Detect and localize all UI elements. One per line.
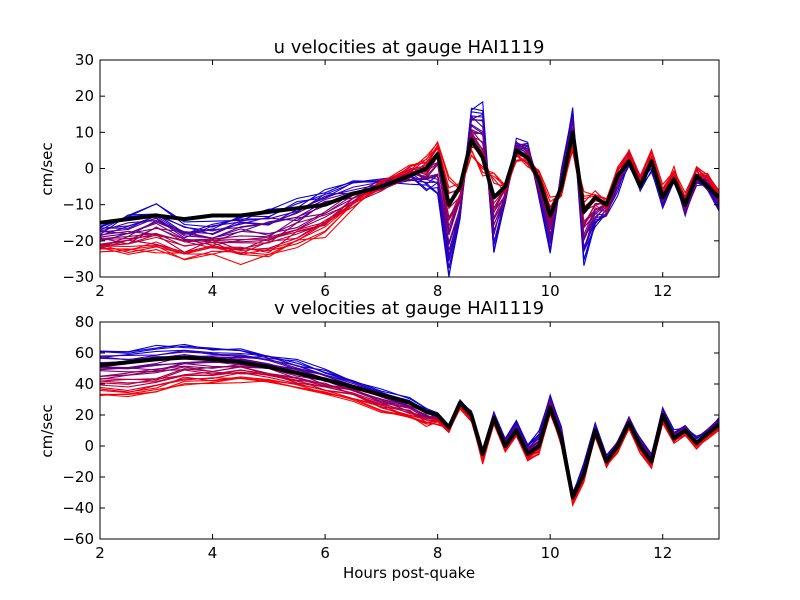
- x-tick-label: 10: [541, 282, 560, 300]
- v-ticks-layer: 2 4 6 8 10 12 −60 −40 −20 0 20 40 60 80: [62, 313, 720, 562]
- x-tick-label: 6: [320, 282, 330, 300]
- y-tick-label: 20: [75, 406, 94, 424]
- v-panel-title: v velocities at gauge HAI1119: [274, 298, 544, 319]
- y-tick-label: 30: [75, 51, 94, 69]
- u-ticks-layer: 2 4 6 8 10 12 −30 −20 −10 0 10 20 30: [62, 51, 720, 300]
- v-velocity-panel: v velocities at gauge HAI1119 2 4 6 8 10 12 −6…: [38, 298, 720, 582]
- ensemble-member-line: [100, 380, 719, 508]
- y-tick-label: 60: [75, 344, 94, 362]
- x-tick-label: 8: [433, 282, 443, 300]
- y-tick-label: −10: [62, 196, 94, 214]
- y-tick-label: 10: [75, 123, 94, 141]
- plot-border: [99, 59, 720, 278]
- v-series-layer: [100, 343, 719, 508]
- u-velocity-panel: u velocities at gauge HAI1119 2 4 6 8 10 12 −3…: [38, 37, 720, 300]
- y-tick-label: 80: [75, 313, 94, 331]
- plot-border: [99, 321, 720, 540]
- ensemble-member-line: [100, 355, 719, 499]
- x-tick-label: 4: [208, 544, 218, 562]
- x-tick-label: 12: [653, 544, 672, 562]
- y-tick-label: −20: [62, 468, 94, 486]
- u-panel-title: u velocities at gauge HAI1119: [274, 37, 545, 58]
- u-series-layer: [100, 100, 719, 277]
- x-tick-label: 2: [95, 282, 105, 300]
- y-tick-label: −20: [62, 232, 94, 250]
- y-tick-label: 0: [84, 160, 94, 178]
- x-tick-label: 10: [541, 544, 560, 562]
- x-tick-label: 2: [95, 544, 105, 562]
- x-axis-label: Hours post-quake: [343, 564, 475, 582]
- x-tick-label: 12: [653, 282, 672, 300]
- y-tick-label: 20: [75, 87, 94, 105]
- y-tick-label: −40: [62, 499, 94, 517]
- v-y-axis-label: cm/sec: [38, 404, 56, 457]
- u-y-axis-label: cm/sec: [38, 142, 56, 195]
- mean-series-line: [100, 355, 719, 500]
- y-tick-label: −60: [62, 530, 94, 548]
- y-tick-label: −30: [62, 268, 94, 286]
- x-tick-label: 6: [320, 544, 330, 562]
- y-tick-label: 40: [75, 375, 94, 393]
- x-tick-label: 4: [208, 282, 218, 300]
- y-tick-label: 0: [84, 437, 94, 455]
- mean-series-line: [100, 130, 719, 225]
- x-tick-label: 8: [433, 544, 443, 562]
